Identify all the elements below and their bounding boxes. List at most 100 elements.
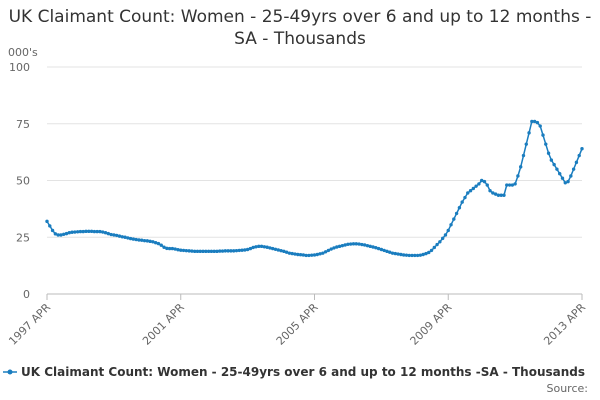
point [126, 236, 130, 240]
point [257, 244, 261, 249]
point [53, 232, 58, 236]
point [418, 253, 423, 257]
point [240, 248, 244, 252]
point [388, 250, 392, 254]
point [343, 243, 347, 247]
point [226, 249, 230, 253]
point [413, 253, 417, 258]
point [50, 228, 55, 233]
point [454, 211, 459, 216]
point [438, 240, 442, 244]
point [231, 249, 236, 253]
point [457, 206, 462, 210]
point [271, 246, 275, 251]
point [468, 189, 473, 193]
point [427, 250, 431, 255]
point [499, 193, 503, 197]
point [112, 233, 116, 237]
point [446, 228, 450, 233]
point [371, 245, 375, 249]
point [357, 242, 361, 246]
point [259, 244, 264, 249]
point [284, 250, 289, 254]
point [153, 240, 158, 245]
point [282, 249, 286, 254]
point [527, 131, 531, 135]
point [287, 251, 292, 255]
x-tick-label: 2009 APR [407, 301, 454, 348]
point [148, 239, 152, 244]
point [365, 243, 370, 248]
point [410, 253, 414, 258]
point [120, 235, 124, 239]
point [566, 179, 570, 184]
point [59, 233, 63, 237]
point [78, 229, 83, 234]
point [209, 249, 214, 254]
point [87, 229, 91, 234]
point [298, 253, 303, 257]
point [321, 251, 325, 255]
point [204, 249, 208, 254]
point [538, 124, 542, 128]
point [103, 231, 108, 235]
point [382, 248, 386, 253]
point [212, 249, 216, 254]
point [251, 245, 255, 250]
point [351, 242, 356, 246]
point [98, 229, 102, 234]
point [435, 242, 439, 247]
point [56, 233, 60, 237]
point [62, 232, 66, 236]
line [46, 120, 583, 257]
point [510, 183, 515, 187]
point [360, 242, 364, 247]
point [245, 247, 250, 252]
point [362, 243, 367, 247]
point [312, 253, 317, 257]
point [223, 249, 228, 253]
point [329, 247, 333, 251]
point [521, 153, 526, 158]
point [354, 242, 358, 246]
point [293, 252, 297, 256]
point [64, 231, 69, 236]
point [493, 192, 498, 196]
point [229, 249, 233, 253]
point [75, 230, 80, 234]
point [234, 248, 239, 253]
point [179, 248, 183, 252]
point [474, 184, 478, 188]
point [268, 246, 272, 250]
point [67, 231, 71, 235]
point [396, 252, 400, 256]
point [505, 183, 509, 187]
point [332, 246, 336, 250]
y-tick-label: 0 [23, 288, 30, 301]
point [580, 147, 584, 151]
point [549, 158, 554, 162]
legend-marker [7, 369, 13, 375]
point [198, 249, 202, 254]
point [142, 238, 147, 243]
point [399, 252, 403, 257]
point [385, 249, 389, 254]
point [393, 251, 398, 256]
point [421, 252, 425, 257]
point [109, 232, 113, 237]
point [424, 251, 428, 256]
point [48, 224, 52, 228]
point [301, 253, 306, 257]
x-tick-label: 1997 APR [6, 301, 53, 348]
point [173, 247, 177, 251]
point [315, 252, 319, 257]
point [379, 247, 384, 252]
point [190, 249, 194, 253]
point [131, 237, 136, 241]
point [296, 252, 300, 257]
point [218, 249, 222, 253]
point [558, 171, 562, 176]
y-tick-label: 100 [9, 61, 30, 74]
point [262, 245, 267, 249]
point [460, 200, 464, 204]
